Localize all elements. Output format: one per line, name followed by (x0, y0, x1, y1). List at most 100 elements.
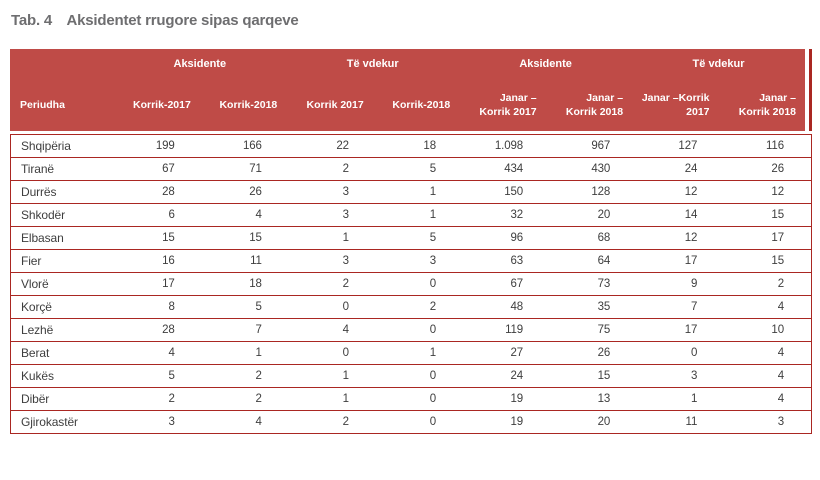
value-cell-vdekur-korrik-2018: 0 (375, 364, 464, 388)
value-cell-vdekur-janar-korrik-2018: 17 (724, 226, 812, 250)
region-name-cell: Berat (10, 341, 115, 365)
value-cell-aksidente-korrik-2017: 67 (114, 157, 202, 181)
column-header-row: Periudha Korrik-2017 Korrik-2018 Korrik … (10, 79, 805, 131)
value-cell-aksidente-korrik-2017: 16 (114, 249, 202, 273)
column-header-korrik-2017: Korrik-2017 (133, 98, 191, 111)
region-name-cell: Fier (10, 249, 115, 273)
value-cell-aksidente-korrik-2018: 5 (201, 295, 289, 319)
value-cell-aksidente-korrik-2018: 2 (201, 364, 289, 388)
column-header-janar-korrik-2018-vdekur: Janar – Korrik 2018 (738, 91, 796, 118)
region-name-cell: Elbasan (10, 226, 115, 250)
value-cell-aksidente-janar-korrik-2017: 63 (463, 249, 551, 273)
table-row: Shqipëria 199 166 22 18 1.098 967 127 11… (11, 135, 812, 158)
value-cell-vdekur-korrik-2018: 1 (375, 341, 464, 365)
value-cell-vdekur-korrik-2017: 2 (288, 410, 376, 434)
value-cell-aksidente-janar-korrik-2018: 64 (550, 249, 638, 273)
table-number-label: Tab. 4 (11, 12, 53, 29)
region-name-cell: Lezhë (10, 318, 115, 342)
value-cell-vdekur-janar-korrik-2017: 3 (637, 364, 725, 388)
column-header-janar-korrik-2018: Janar – Korrik 2018 (565, 91, 624, 118)
value-cell-vdekur-janar-korrik-2018: 4 (724, 341, 812, 365)
value-cell-aksidente-korrik-2017: 8 (114, 295, 202, 319)
value-cell-aksidente-korrik-2018: 166 (242, 140, 262, 152)
value-cell-vdekur-janar-korrik-2018: 4 (724, 387, 812, 411)
column-header-korrik-2018-vdekur: Korrik-2018 (392, 98, 451, 111)
value-cell-aksidente-janar-korrik-2018: 35 (550, 295, 638, 319)
value-cell-aksidente-janar-korrik-2017: 150 (463, 180, 551, 204)
value-cell-vdekur-janar-korrik-2018: 4 (724, 364, 812, 388)
table-row: Berat 4 1 0 1 27 26 0 4 (10, 341, 812, 365)
value-cell-aksidente-janar-korrik-2017: 1.098 (494, 140, 524, 152)
region-name-cell: Vlorë (10, 272, 115, 296)
value-cell-vdekur-korrik-2017: 1 (288, 387, 376, 411)
region-name-cell: Durrës (10, 180, 115, 204)
value-cell-vdekur-janar-korrik-2017: 1 (637, 387, 725, 411)
value-cell-aksidente-janar-korrik-2017: 96 (463, 226, 551, 250)
region-name-cell: Dibër (10, 387, 115, 411)
value-cell-vdekur-janar-korrik-2018: 2 (724, 272, 812, 296)
value-cell-vdekur-korrik-2017: 2 (288, 157, 376, 181)
table-row: Fier 16 11 3 3 63 64 17 15 (10, 249, 812, 273)
value-cell-aksidente-korrik-2017: 199 (155, 140, 175, 152)
report-page: Tab. 4 Aksidentet rrugore sipas qarqeve … (10, 12, 812, 434)
value-cell-vdekur-korrik-2017: 4 (288, 318, 376, 342)
value-cell-vdekur-janar-korrik-2017: 17 (637, 249, 725, 273)
accidents-table-header: Aksidente Të vdekur Aksidente Të vdekur … (10, 49, 805, 131)
value-cell-vdekur-korrik-2018: 5 (375, 157, 464, 181)
value-cell-aksidente-korrik-2018: 18 (201, 272, 289, 296)
region-name-cell: Korçë (10, 295, 115, 319)
value-cell-vdekur-janar-korrik-2017: 17 (637, 318, 725, 342)
value-cell-vdekur-korrik-2018: 3 (375, 249, 464, 273)
value-cell-vdekur-korrik-2017: 22 (336, 140, 349, 152)
value-cell-aksidente-korrik-2018: 7 (201, 318, 289, 342)
value-cell-vdekur-korrik-2018: 2 (375, 295, 464, 319)
value-cell-vdekur-korrik-2017: 3 (288, 249, 376, 273)
table-row: Kukës 5 2 1 0 24 15 3 4 (10, 364, 812, 388)
table-caption: Tab. 4 Aksidentet rrugore sipas qarqeve (11, 12, 812, 30)
value-cell-vdekur-janar-korrik-2018: 26 (724, 157, 812, 181)
value-cell-vdekur-korrik-2017: 0 (288, 341, 376, 365)
table-row: Korçë 8 5 0 2 48 35 7 4 (10, 295, 812, 319)
value-cell-aksidente-janar-korrik-2018: 128 (550, 180, 638, 204)
value-cell-vdekur-janar-korrik-2018: 10 (724, 318, 812, 342)
value-cell-vdekur-korrik-2017: 3 (288, 203, 376, 227)
column-header-janar-korrik-2017-vdekur: Janar –Korrik 2017 (641, 91, 710, 118)
value-cell-aksidente-korrik-2017: 3 (114, 410, 202, 434)
column-header-periudha: Periudha (20, 98, 65, 111)
column-header-korrik-2018: Korrik-2018 (219, 98, 278, 111)
value-cell-vdekur-korrik-2018: 1 (375, 180, 464, 204)
value-cell-vdekur-janar-korrik-2018: 3 (724, 410, 812, 434)
table-row: Gjirokastër 3 4 2 0 19 20 11 3 (10, 410, 812, 434)
value-cell-aksidente-janar-korrik-2018: 73 (550, 272, 638, 296)
table-row: Lezhë 28 7 4 0 119 75 17 10 (10, 318, 812, 342)
value-cell-aksidente-janar-korrik-2017: 434 (463, 157, 551, 181)
value-cell-aksidente-korrik-2018: 4 (201, 410, 289, 434)
value-cell-aksidente-korrik-2018: 11 (201, 249, 289, 273)
value-cell-vdekur-korrik-2018: 0 (375, 410, 464, 434)
region-name-cell: Gjirokastër (10, 410, 115, 434)
value-cell-vdekur-korrik-2018: 1 (375, 203, 464, 227)
table-header-block: Aksidente Të vdekur Aksidente Të vdekur … (10, 49, 812, 131)
value-cell-aksidente-korrik-2018: 4 (201, 203, 289, 227)
value-cell-aksidente-korrik-2017: 17 (114, 272, 202, 296)
group-header-row: Aksidente Të vdekur Aksidente Të vdekur (10, 49, 805, 79)
value-cell-aksidente-janar-korrik-2018: 68 (550, 226, 638, 250)
value-cell-aksidente-korrik-2018: 2 (201, 387, 289, 411)
value-cell-aksidente-korrik-2018: 1 (201, 341, 289, 365)
value-cell-aksidente-janar-korrik-2017: 119 (463, 318, 551, 342)
value-cell-vdekur-janar-korrik-2017: 0 (637, 341, 725, 365)
accidents-table-body: Shqipëria 199 166 22 18 1.098 967 127 11… (10, 134, 812, 434)
value-cell-aksidente-janar-korrik-2017: 24 (463, 364, 551, 388)
value-cell-aksidente-korrik-2017: 28 (114, 318, 202, 342)
value-cell-aksidente-janar-korrik-2018: 430 (550, 157, 638, 181)
value-cell-aksidente-janar-korrik-2018: 967 (591, 140, 611, 152)
value-cell-aksidente-korrik-2017: 2 (114, 387, 202, 411)
value-cell-aksidente-janar-korrik-2017: 19 (463, 410, 551, 434)
value-cell-aksidente-janar-korrik-2018: 15 (550, 364, 638, 388)
value-cell-vdekur-janar-korrik-2017: 7 (637, 295, 725, 319)
value-cell-vdekur-janar-korrik-2018: 15 (724, 203, 812, 227)
value-cell-vdekur-janar-korrik-2018: 4 (724, 295, 812, 319)
table-row: Tiranë 67 71 2 5 434 430 24 26 (10, 157, 812, 181)
column-header-korrik-2017-vdekur: Korrik 2017 (306, 98, 364, 111)
group-header-spacer (10, 49, 113, 79)
